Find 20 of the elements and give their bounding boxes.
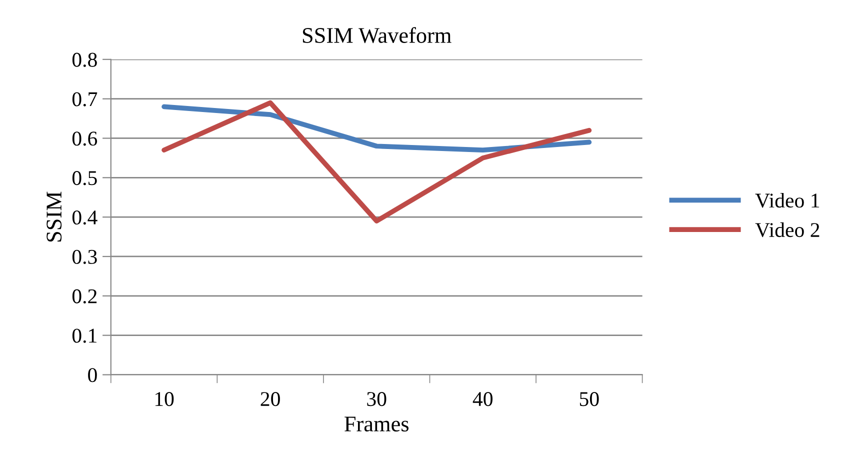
y-tick-label: 0.1: [72, 328, 96, 343]
x-tick-label: 10: [155, 392, 174, 406]
y-axis-title: SSIM: [46, 192, 62, 242]
x-tick-label: 50: [580, 392, 599, 406]
x-tick-label: 20: [260, 392, 280, 406]
x-tick-label: 40: [472, 392, 493, 406]
y-tick-label: 0.5: [72, 171, 97, 186]
y-tick-label: 0.7: [72, 92, 98, 106]
x-tick-label: 30: [367, 392, 386, 406]
x-axis-title: Frames: [344, 416, 409, 432]
y-tick-label: 0.8: [72, 52, 97, 67]
y-tick-label: 0.3: [72, 250, 97, 264]
legend-label: Video 2: [755, 222, 820, 238]
y-tick-label: 0.2: [72, 289, 97, 304]
line-series: [162, 100, 592, 224]
y-tick-label: 0: [88, 368, 97, 382]
y-tick-label: 0.4: [72, 210, 98, 225]
y-tick-label: 0.6: [72, 132, 98, 146]
chart-title: SSIM Waveform: [302, 27, 452, 44]
legend-label: Video 1: [755, 192, 820, 208]
